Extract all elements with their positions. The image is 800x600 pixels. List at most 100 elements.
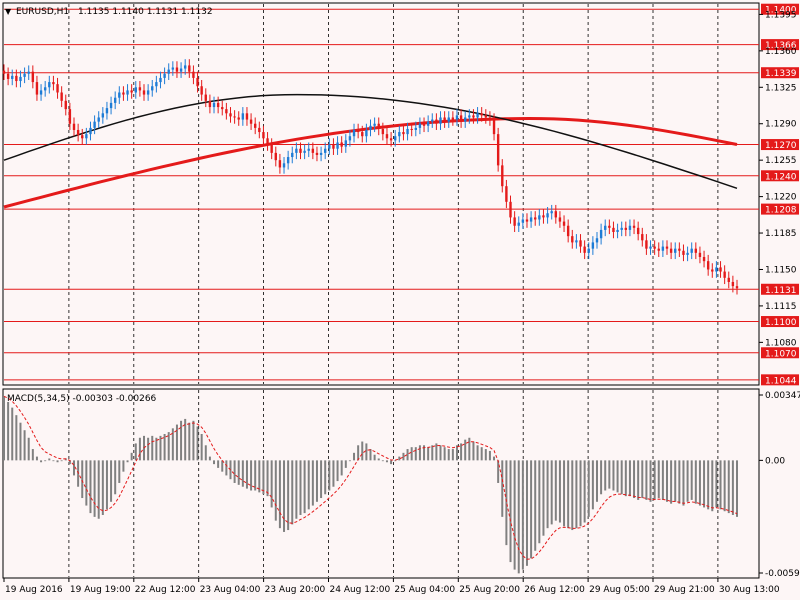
candle-body — [146, 90, 150, 95]
candle-body — [628, 225, 632, 230]
macd-bar — [567, 460, 570, 529]
candle-body — [641, 234, 644, 241]
candle-body — [406, 128, 409, 135]
macd-bar — [711, 460, 714, 512]
candle-body — [624, 227, 628, 230]
macd-bar — [217, 460, 220, 468]
macd-bar — [497, 460, 500, 483]
macd-bar — [513, 460, 516, 570]
candle-body — [27, 71, 30, 74]
candle-body — [632, 225, 636, 228]
candle-body — [56, 84, 59, 93]
level-price-tag-bg — [761, 283, 799, 295]
level-price-tag: 1.1070 — [761, 347, 799, 359]
time-tick-label: 25 Aug 04:00 — [394, 585, 455, 595]
level-price-tag-text: 1.1400 — [765, 6, 797, 16]
macd-bar — [175, 424, 178, 461]
candle-body — [221, 107, 224, 110]
level-price-tag: 1.1208 — [761, 203, 799, 216]
candle-body — [109, 102, 113, 109]
candle-body — [72, 123, 76, 130]
candle-body — [389, 138, 393, 141]
macd-bar — [23, 430, 26, 461]
level-price-tag-bg — [761, 67, 799, 79]
macd-bar — [324, 460, 327, 495]
candle-body — [291, 152, 294, 158]
level-price-tag-text: 1.1070 — [765, 349, 797, 359]
candle-body — [653, 246, 656, 249]
candle-body — [295, 148, 298, 153]
macd-bar — [204, 445, 207, 461]
macd-bar — [147, 437, 150, 461]
candle-body — [11, 75, 14, 79]
macd-bar — [468, 437, 471, 461]
macd-bar — [476, 445, 479, 461]
macd-bar — [665, 460, 668, 502]
candle-body — [554, 211, 558, 218]
candle-body — [245, 113, 249, 120]
macd-bar — [451, 449, 454, 461]
candle-body — [431, 119, 434, 122]
macd-bar — [472, 441, 475, 461]
candle-body — [476, 113, 479, 118]
macd-bar — [320, 460, 323, 499]
macd-bar — [245, 460, 248, 489]
macd-bar — [616, 460, 619, 493]
level-price-tag-bg — [761, 203, 799, 215]
macd-bar — [278, 460, 281, 529]
macd-bar — [653, 460, 656, 500]
macd-bar — [340, 460, 343, 476]
candle-body — [81, 135, 84, 139]
candle-body — [727, 277, 730, 282]
level-price-tag: 1.1131 — [761, 283, 799, 296]
macd-bar — [19, 422, 22, 461]
macd-bar — [731, 460, 734, 515]
candle-body — [698, 252, 702, 257]
candle-body — [369, 125, 372, 130]
candle-body — [19, 76, 22, 82]
candle-body — [398, 132, 401, 137]
time-tick-label: 23 Aug 04:00 — [200, 585, 261, 595]
level-price-tag: 1.1339 — [761, 67, 799, 79]
price-tick-label: 1.1080 — [765, 338, 797, 348]
macd-bar — [258, 460, 261, 493]
candle-body — [216, 102, 220, 108]
candle-body — [542, 215, 545, 218]
macd-bar — [534, 460, 537, 551]
macd-bar — [213, 460, 216, 465]
price-tick-label: 1.1220 — [765, 193, 797, 203]
candle-body — [604, 225, 607, 230]
candle-body — [365, 129, 368, 137]
collapse-arrow-icon[interactable]: ▼ — [5, 7, 12, 16]
candle-body — [459, 115, 463, 122]
level-price-tag-bg — [761, 374, 799, 386]
candle-body — [89, 127, 92, 135]
macd-bar — [509, 460, 512, 563]
candle-body — [443, 117, 446, 122]
candle-body — [282, 163, 286, 168]
candle-body — [233, 116, 236, 118]
macd-bar — [159, 435, 162, 461]
time-tick-label: 30 Aug 13:00 — [719, 585, 780, 595]
macd-bar — [11, 407, 14, 461]
macd-bar — [328, 460, 331, 491]
time-tick-label: 22 Aug 12:00 — [135, 585, 196, 595]
macd-bar — [612, 460, 615, 491]
macd-bar — [68, 460, 71, 465]
macd-label: MACD(5,34,5) -0.00303 -0.00266 — [7, 394, 157, 404]
macd-bar — [641, 460, 644, 499]
macd-bar — [89, 460, 92, 514]
candle-body — [451, 117, 455, 120]
macd-bar — [493, 456, 496, 461]
macd-bar — [130, 452, 133, 461]
candle-body — [591, 242, 595, 249]
macd-bar — [587, 460, 590, 517]
macd-bar — [27, 437, 30, 461]
candle-body — [723, 271, 726, 278]
candle-body — [35, 82, 39, 95]
macd-bar — [369, 449, 372, 461]
candle-body — [501, 165, 504, 187]
candle-body — [636, 227, 640, 235]
candle-body — [612, 227, 615, 232]
macd-bar — [727, 460, 730, 514]
